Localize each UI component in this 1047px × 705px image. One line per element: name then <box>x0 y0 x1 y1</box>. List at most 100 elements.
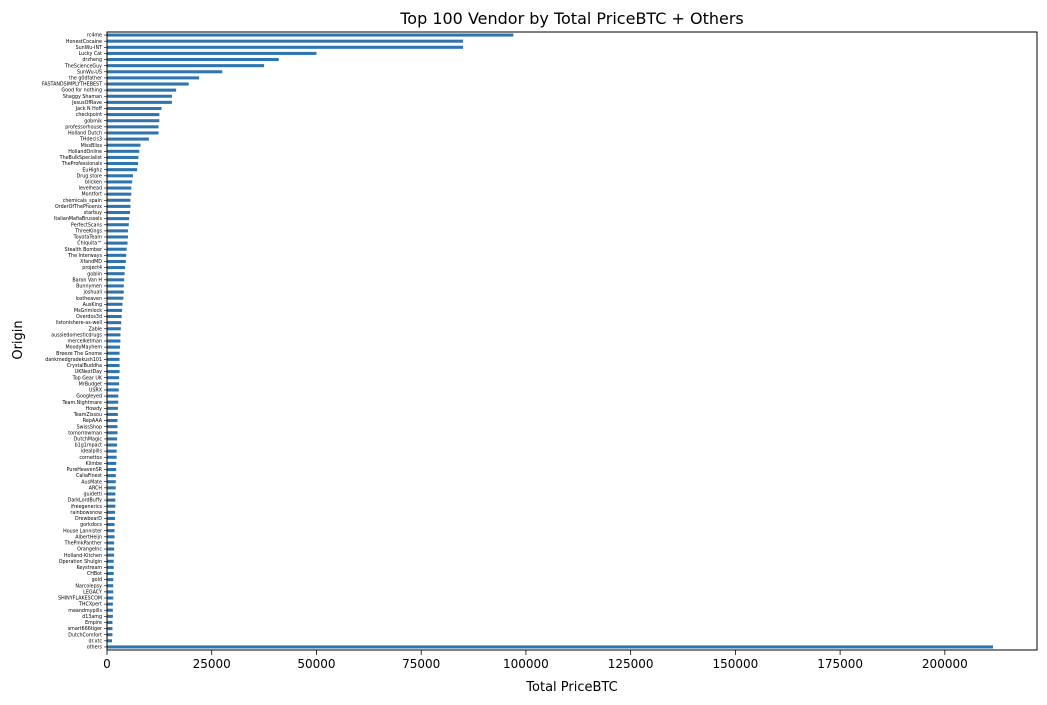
y-tick-label: idealpills <box>81 449 103 455</box>
bar <box>107 602 113 606</box>
y-tick-label: gold <box>92 577 102 583</box>
bar <box>107 370 120 374</box>
y-tick-label: Breeze The Gnome <box>56 351 102 357</box>
bar <box>107 578 114 582</box>
bar <box>107 584 114 588</box>
bar <box>107 443 118 447</box>
y-tick-label: others <box>87 645 103 651</box>
y-tick-label: AlbertHeijn <box>75 534 102 540</box>
y-tick-label: MissBliss <box>81 143 103 149</box>
bar <box>107 498 116 502</box>
y-tick-label: Empire <box>85 620 102 626</box>
bar <box>107 486 116 490</box>
y-tick-label: EuHighz <box>82 167 102 173</box>
bar <box>107 241 128 245</box>
y-tick-label: tomorrowman <box>68 430 102 436</box>
bar <box>107 333 121 337</box>
y-tick-label: Zable <box>88 326 102 332</box>
y-tick-label: Baron Van H <box>72 277 102 283</box>
y-tick-label: Bunnymen <box>76 284 102 290</box>
x-tick-label: 150000 <box>712 657 758 671</box>
bar <box>107 357 120 361</box>
y-tick-label: House Lannister <box>63 528 102 534</box>
bar <box>107 217 130 221</box>
y-tick-label: drzheng <box>82 57 102 63</box>
bar <box>107 419 118 423</box>
bar <box>107 51 317 55</box>
y-tick-label: ThreeKings <box>74 228 102 234</box>
bar <box>107 425 118 429</box>
x-tick-label: 0 <box>103 657 111 671</box>
bar <box>107 247 127 251</box>
bar <box>107 474 116 478</box>
y-tick-label: Lucky Cat <box>79 51 103 57</box>
bar <box>107 266 126 270</box>
y-tick-label: d13amg <box>82 614 102 620</box>
y-tick-label: THCXpert <box>78 602 102 608</box>
y-tick-label: dr.xtc <box>89 638 103 644</box>
bar <box>107 327 121 331</box>
y-tick-label: ifreegenerics <box>71 504 103 510</box>
bar <box>107 284 124 288</box>
bar <box>107 155 139 159</box>
y-tick-label: goblin <box>87 271 102 277</box>
y-tick-label: gorkdocs <box>80 522 102 528</box>
bar <box>107 223 129 227</box>
y-tick-label: Good for nothing <box>61 88 102 94</box>
bar <box>107 321 122 325</box>
y-tick-label: LEGACY <box>83 589 102 595</box>
y-tick-label: Drug.store <box>77 173 102 179</box>
y-tick-label: AusMate <box>81 479 102 485</box>
y-tick-label: Chiquita™ <box>77 241 102 247</box>
bar <box>107 162 138 166</box>
bar <box>107 143 141 147</box>
bar <box>107 547 115 551</box>
x-tick-label: 50000 <box>297 657 335 671</box>
y-tick-label: listonishere-as-well <box>56 320 102 326</box>
bar <box>107 70 223 74</box>
bar <box>107 229 128 233</box>
y-tick-label: dankmedgradekush101 <box>45 357 102 363</box>
plot-frame <box>106 31 1038 651</box>
bar <box>107 290 124 294</box>
y-tick-label: Stealth Bomber <box>65 247 102 253</box>
bar <box>107 633 113 637</box>
bar <box>107 137 149 141</box>
bar <box>107 131 159 135</box>
bar <box>107 253 127 257</box>
y-tick-label: project4 <box>82 265 102 271</box>
y-tick-label: Googleyed <box>76 394 102 400</box>
bar <box>107 88 177 92</box>
y-tick-label: XfandMD <box>80 259 102 265</box>
y-tick-label: guidetti <box>83 492 102 498</box>
y-tick-label: TeamZissou <box>73 412 102 418</box>
bar <box>107 412 118 416</box>
y-tick-label: Team.Nightmare <box>61 400 102 406</box>
bar <box>107 149 140 153</box>
bar <box>107 314 122 319</box>
bar <box>107 431 118 435</box>
bar <box>107 204 131 208</box>
bar <box>107 455 117 459</box>
y-tick-label: DutchComfort <box>68 632 102 638</box>
y-tick-label: OrangeInc <box>77 547 102 553</box>
bar <box>107 516 115 520</box>
x-tick-label: 100000 <box>503 657 549 671</box>
y-tick-label: Overdos3d <box>76 314 102 320</box>
bar <box>107 510 115 514</box>
bar <box>107 302 123 306</box>
x-tick-label: 75000 <box>402 657 440 671</box>
y-tick-label: professorhouse <box>65 124 102 130</box>
y-tick-label: b1g1mpact <box>75 443 102 449</box>
bar <box>107 345 120 349</box>
bar <box>107 406 118 410</box>
bar <box>107 400 119 404</box>
y-tick-label: SwissShop <box>77 424 102 430</box>
bar <box>107 45 464 49</box>
y-tick-label: gobmik <box>84 118 102 124</box>
y-tick-label: levelhead <box>79 186 102 192</box>
bar <box>107 210 131 215</box>
y-tick-label: CHBot <box>87 571 102 577</box>
